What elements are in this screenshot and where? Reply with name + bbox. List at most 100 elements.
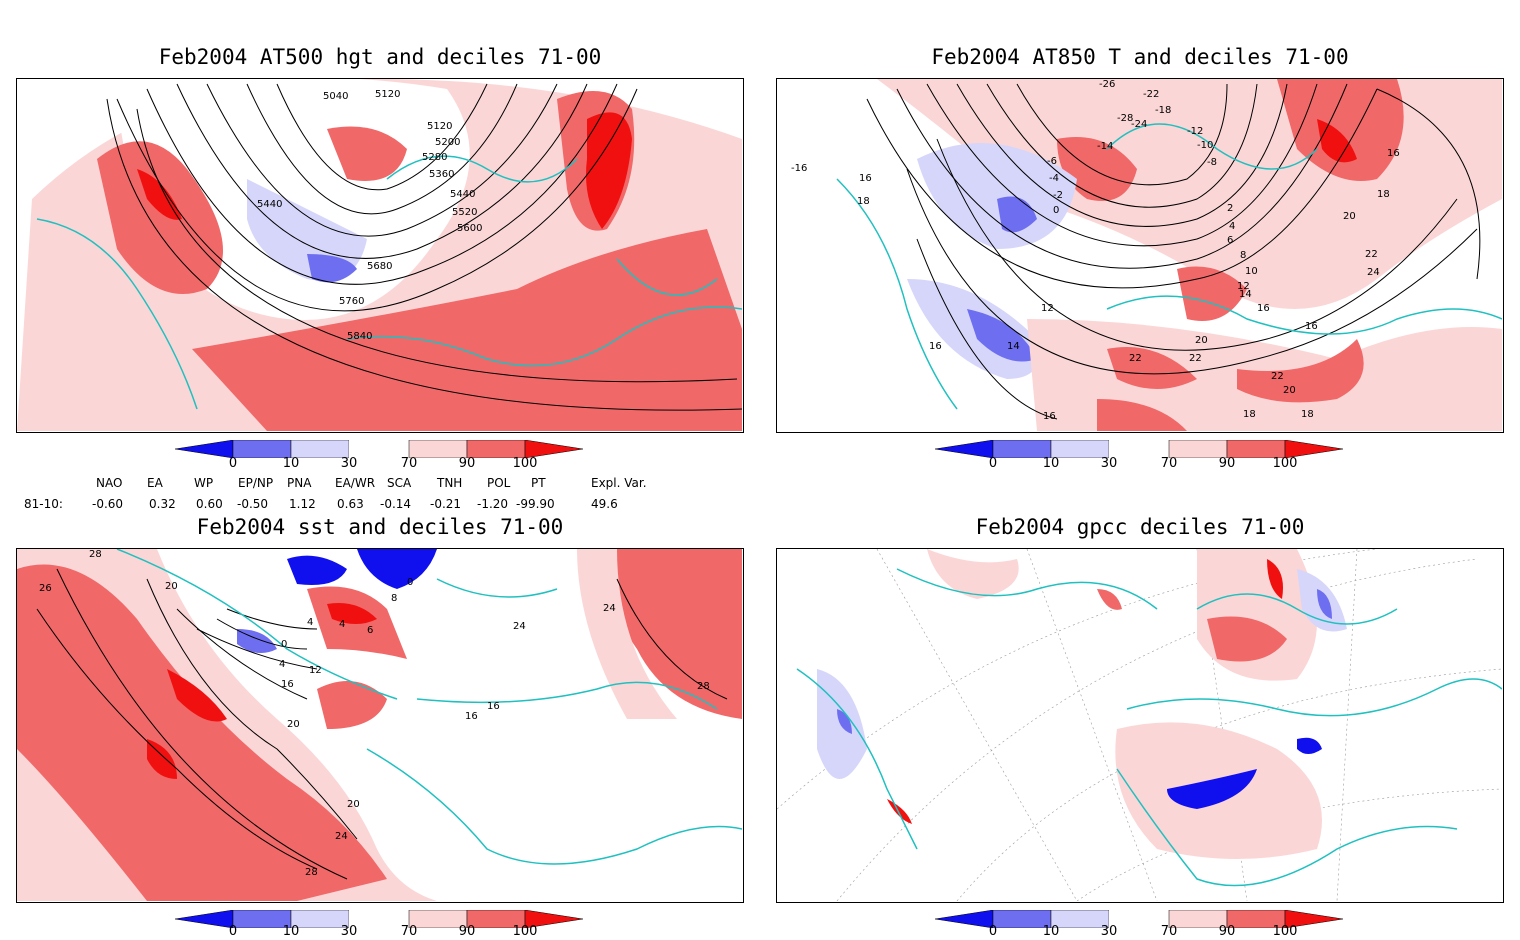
anomaly-mid-red bbox=[327, 126, 407, 181]
colorbar-tick: 90 bbox=[1218, 924, 1236, 939]
precip-mid-red bbox=[1097, 589, 1122, 610]
colorbar-tick: 30 bbox=[340, 456, 358, 471]
index-header: PNA bbox=[287, 476, 312, 490]
svg-text:24: 24 bbox=[603, 603, 616, 614]
index-header: TNH bbox=[437, 476, 463, 490]
colorbar-tick: 100 bbox=[512, 456, 538, 471]
svg-text:16: 16 bbox=[859, 173, 872, 184]
svg-text:5760: 5760 bbox=[339, 296, 364, 307]
colorbar-tick: 70 bbox=[400, 456, 418, 471]
svg-text:22: 22 bbox=[1129, 353, 1142, 364]
sst-contours bbox=[36, 568, 728, 880]
svg-text:22: 22 bbox=[1189, 353, 1202, 364]
svg-text:12: 12 bbox=[309, 665, 322, 676]
svg-text:-22: -22 bbox=[1143, 89, 1159, 100]
panel-3-title: Feb2004 sst and deciles 71-00 bbox=[196, 515, 564, 539]
svg-text:-10: -10 bbox=[1197, 140, 1213, 151]
anomaly-mid-red bbox=[1237, 339, 1364, 403]
panel-1-map: 5040 5120 5120 5200 5280 5360 5440 5440 … bbox=[16, 78, 744, 433]
svg-text:20: 20 bbox=[165, 581, 178, 592]
svg-text:18: 18 bbox=[1243, 409, 1256, 420]
svg-text:-4: -4 bbox=[1049, 173, 1059, 184]
anomaly-mid-red bbox=[614, 549, 742, 719]
precip-deep-blue bbox=[1167, 769, 1257, 809]
anomaly-deep-blue bbox=[287, 555, 347, 585]
anomaly-deep-red bbox=[137, 169, 182, 220]
svg-text:4: 4 bbox=[1229, 221, 1235, 232]
colorbar-tick: 100 bbox=[1272, 924, 1298, 939]
svg-text:4: 4 bbox=[279, 659, 285, 670]
index-header: EA bbox=[147, 476, 163, 490]
svg-text:8: 8 bbox=[391, 593, 397, 604]
svg-text:14: 14 bbox=[1239, 289, 1252, 300]
svg-text:28: 28 bbox=[89, 549, 102, 560]
index-value: -99.90 bbox=[516, 497, 555, 511]
svg-text:-12: -12 bbox=[1187, 126, 1203, 137]
anomaly-mid-red bbox=[317, 681, 387, 729]
precip-deep-red bbox=[887, 799, 912, 824]
index-header: EP/NP bbox=[238, 476, 274, 490]
svg-text:-8: -8 bbox=[1207, 157, 1217, 168]
index-value: -0.21 bbox=[430, 497, 462, 511]
anomaly-deep-blue bbox=[357, 549, 437, 589]
svg-text:5440: 5440 bbox=[257, 199, 282, 210]
index-value: 0.32 bbox=[149, 497, 176, 511]
coastlines bbox=[116, 549, 742, 865]
colorbar-tick: 30 bbox=[340, 924, 358, 939]
svg-text:-14: -14 bbox=[1097, 141, 1113, 152]
colorbar-tick: 10 bbox=[1042, 456, 1060, 471]
colorbar-swatches bbox=[934, 439, 1344, 459]
svg-text:5840: 5840 bbox=[347, 331, 372, 342]
svg-text:20: 20 bbox=[287, 719, 300, 730]
svg-text:24: 24 bbox=[1367, 267, 1380, 278]
svg-text:18: 18 bbox=[1301, 409, 1314, 420]
colorbar-3: 0 10 30 70 90 100 bbox=[174, 909, 585, 940]
svg-text:5120: 5120 bbox=[375, 89, 400, 100]
precip-mid-blue bbox=[837, 709, 852, 734]
anomaly-light-red bbox=[577, 549, 677, 719]
svg-text:20: 20 bbox=[1343, 211, 1356, 222]
colorbar-2: 0 10 30 70 90 100 bbox=[934, 439, 1345, 472]
coastlines bbox=[796, 568, 1502, 887]
svg-text:4: 4 bbox=[339, 619, 345, 630]
svg-text:2: 2 bbox=[1227, 203, 1233, 214]
colorbar-tick: 30 bbox=[1100, 924, 1118, 939]
anomaly-mid-red bbox=[1097, 399, 1187, 431]
index-value: 0.60 bbox=[196, 497, 223, 511]
index-value: -0.14 bbox=[380, 497, 412, 511]
index-value: -0.60 bbox=[92, 497, 124, 511]
temperature-contours bbox=[866, 83, 1481, 420]
index-value: 49.6 bbox=[591, 497, 618, 511]
svg-text:26: 26 bbox=[39, 583, 52, 594]
svg-text:16: 16 bbox=[1257, 303, 1270, 314]
svg-text:5120: 5120 bbox=[427, 121, 452, 132]
index-value: -0.50 bbox=[237, 497, 269, 511]
precip-deep-blue bbox=[1297, 737, 1322, 754]
svg-text:-18: -18 bbox=[1155, 105, 1171, 116]
svg-text:16: 16 bbox=[1043, 411, 1056, 422]
index-header: PT bbox=[531, 476, 546, 490]
anomaly-mid-red bbox=[192, 229, 742, 431]
svg-text:22: 22 bbox=[1365, 249, 1378, 260]
svg-text:12: 12 bbox=[1041, 303, 1054, 314]
svg-text:12: 12 bbox=[1237, 281, 1250, 292]
colorbar-tick: 10 bbox=[282, 924, 300, 939]
anomaly-mid-red bbox=[17, 564, 387, 901]
svg-text:6: 6 bbox=[1227, 235, 1233, 246]
precip-deep-red bbox=[1267, 559, 1283, 599]
panel-4-title: Feb2004 gpcc deciles 71-00 bbox=[975, 515, 1305, 539]
contour-labels: 28 26 20 0 4 4 6 8 4 12 16 20 20 24 28 1… bbox=[39, 549, 710, 878]
svg-text:8: 8 bbox=[1240, 250, 1246, 261]
svg-text:28: 28 bbox=[697, 681, 710, 692]
colorbar-tick: 90 bbox=[1218, 456, 1236, 471]
svg-text:20: 20 bbox=[1283, 385, 1296, 396]
colorbar-tick: 0 bbox=[988, 924, 998, 939]
svg-text:28: 28 bbox=[305, 867, 318, 878]
anomaly-mid-red bbox=[1107, 347, 1197, 389]
svg-text:18: 18 bbox=[1377, 189, 1390, 200]
svg-text:16: 16 bbox=[281, 679, 294, 690]
svg-text:-26: -26 bbox=[1099, 79, 1115, 90]
height-contours bbox=[106, 83, 742, 411]
anomaly-deep-red bbox=[1317, 119, 1357, 163]
map-canvas-4 bbox=[777, 549, 1502, 901]
